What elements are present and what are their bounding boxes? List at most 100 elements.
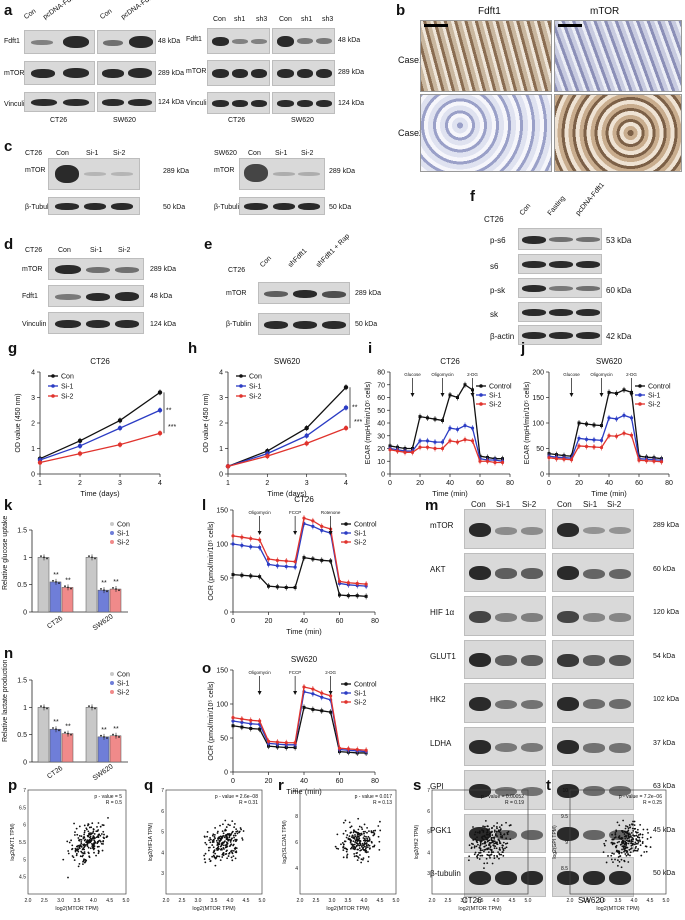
- data-point: [403, 450, 407, 454]
- scatter-point: [80, 850, 83, 853]
- scatter-point: [366, 839, 369, 841]
- scatter-point: [627, 829, 630, 832]
- scatter-point: [639, 833, 642, 835]
- scatter-point: [230, 843, 233, 846]
- scatter-point: [490, 837, 493, 839]
- kda-label: 120 kDa: [653, 609, 680, 616]
- scatter-point: [482, 825, 484, 828]
- replicate-dot: [58, 729, 60, 732]
- y-tick-label: 7: [161, 788, 164, 794]
- legend-marker: [344, 531, 348, 535]
- scatter-point: [367, 860, 369, 863]
- plot-frame: [431, 789, 529, 895]
- lane-label: Con: [56, 150, 69, 157]
- replicate-dot: [100, 588, 102, 590]
- scatter-point: [360, 845, 363, 848]
- x-tick-label: 5.0: [663, 898, 670, 904]
- scatter-point: [633, 834, 636, 837]
- legend-marker: [239, 384, 243, 388]
- scatter-point: [342, 856, 345, 859]
- data-point: [320, 528, 324, 533]
- blot-strip: [518, 325, 602, 345]
- scatter-point: [99, 834, 102, 837]
- chart-title: SW620: [291, 655, 318, 664]
- scatter-point: [629, 854, 631, 857]
- scatter-point: [484, 825, 486, 828]
- data-point: [231, 719, 235, 723]
- scatter-point: [344, 829, 347, 832]
- scatter-point: [631, 823, 634, 826]
- x-tick-label: CT26: [46, 615, 64, 631]
- data-point: [500, 460, 505, 465]
- blot-strip: [464, 552, 546, 592]
- scatter-point: [89, 832, 91, 834]
- lane-label: Si-2: [118, 247, 131, 254]
- scatter-point: [504, 847, 506, 850]
- data-point: [629, 433, 634, 437]
- data-point: [614, 417, 619, 421]
- scatter-point: [352, 829, 355, 832]
- injection-label: 2-DG: [325, 670, 336, 675]
- scatter-point: [630, 831, 633, 834]
- data-point: [267, 584, 270, 588]
- kda-label: 102 kDa: [653, 696, 680, 703]
- x-tick-label: 3: [118, 480, 122, 487]
- legend-marker: [110, 540, 114, 544]
- data-point: [304, 425, 309, 431]
- scatter-point: [216, 830, 219, 833]
- scatter-point: [495, 841, 498, 844]
- data-point: [265, 453, 270, 459]
- y-tick-label: 1: [23, 705, 27, 712]
- y-tick-label: 4.5: [19, 875, 26, 881]
- panel-label-g: g: [8, 340, 17, 357]
- scatter-point: [481, 854, 484, 857]
- scatter-point: [221, 836, 224, 839]
- legend-label: Con: [117, 522, 130, 529]
- scatter-point: [214, 852, 217, 855]
- scatter-point: [80, 838, 83, 841]
- replicate-dot: [40, 555, 42, 558]
- scatter-point: [624, 847, 627, 850]
- lane-label: Si-1: [275, 150, 288, 157]
- chart-title: SW620: [596, 357, 623, 366]
- scatter-point: [622, 841, 625, 844]
- blot-strip: [464, 857, 546, 897]
- series-line-si-1: [548, 414, 662, 461]
- blot-strip: [552, 726, 634, 766]
- injection-arrowhead: [328, 531, 333, 535]
- replicate-dot: [103, 589, 105, 592]
- x-tick-label: 3.0: [329, 898, 336, 904]
- scatter-point: [481, 842, 484, 845]
- scatter-point: [361, 842, 364, 845]
- scatter-point: [495, 830, 498, 833]
- cell-line-label: SW620: [214, 150, 237, 157]
- lane-label: Con: [248, 150, 261, 157]
- y-tick-label: 150: [216, 668, 228, 675]
- data-point: [485, 459, 490, 463]
- kda-label: 50 kDa: [653, 870, 676, 877]
- scatter-point: [360, 858, 363, 861]
- scatter-point: [235, 847, 238, 850]
- scatter-point: [372, 829, 375, 832]
- blot-strip: [24, 92, 95, 112]
- blot-strip: [97, 92, 156, 112]
- row-label: Fdft1: [186, 36, 202, 43]
- y-tick-label: 5: [23, 857, 26, 863]
- y-tick-label: 150: [216, 508, 228, 515]
- scatter-point: [355, 845, 358, 848]
- scatter-point: [97, 840, 100, 842]
- scatter-point: [84, 844, 87, 846]
- y-tick-label: 1: [219, 446, 223, 453]
- scatter-point: [485, 836, 487, 839]
- data-point: [284, 564, 288, 569]
- scatter-point: [348, 835, 351, 838]
- scatter-point: [93, 851, 95, 854]
- scatter-point: [509, 838, 512, 841]
- scatter-point: [222, 854, 225, 857]
- data-point: [364, 748, 368, 752]
- y-tick-label: 10: [562, 788, 568, 794]
- scatter-point: [344, 840, 347, 843]
- scatter-point: [342, 849, 345, 852]
- scatter-point: [499, 828, 502, 830]
- ihc-row-label: Case2: [398, 128, 425, 138]
